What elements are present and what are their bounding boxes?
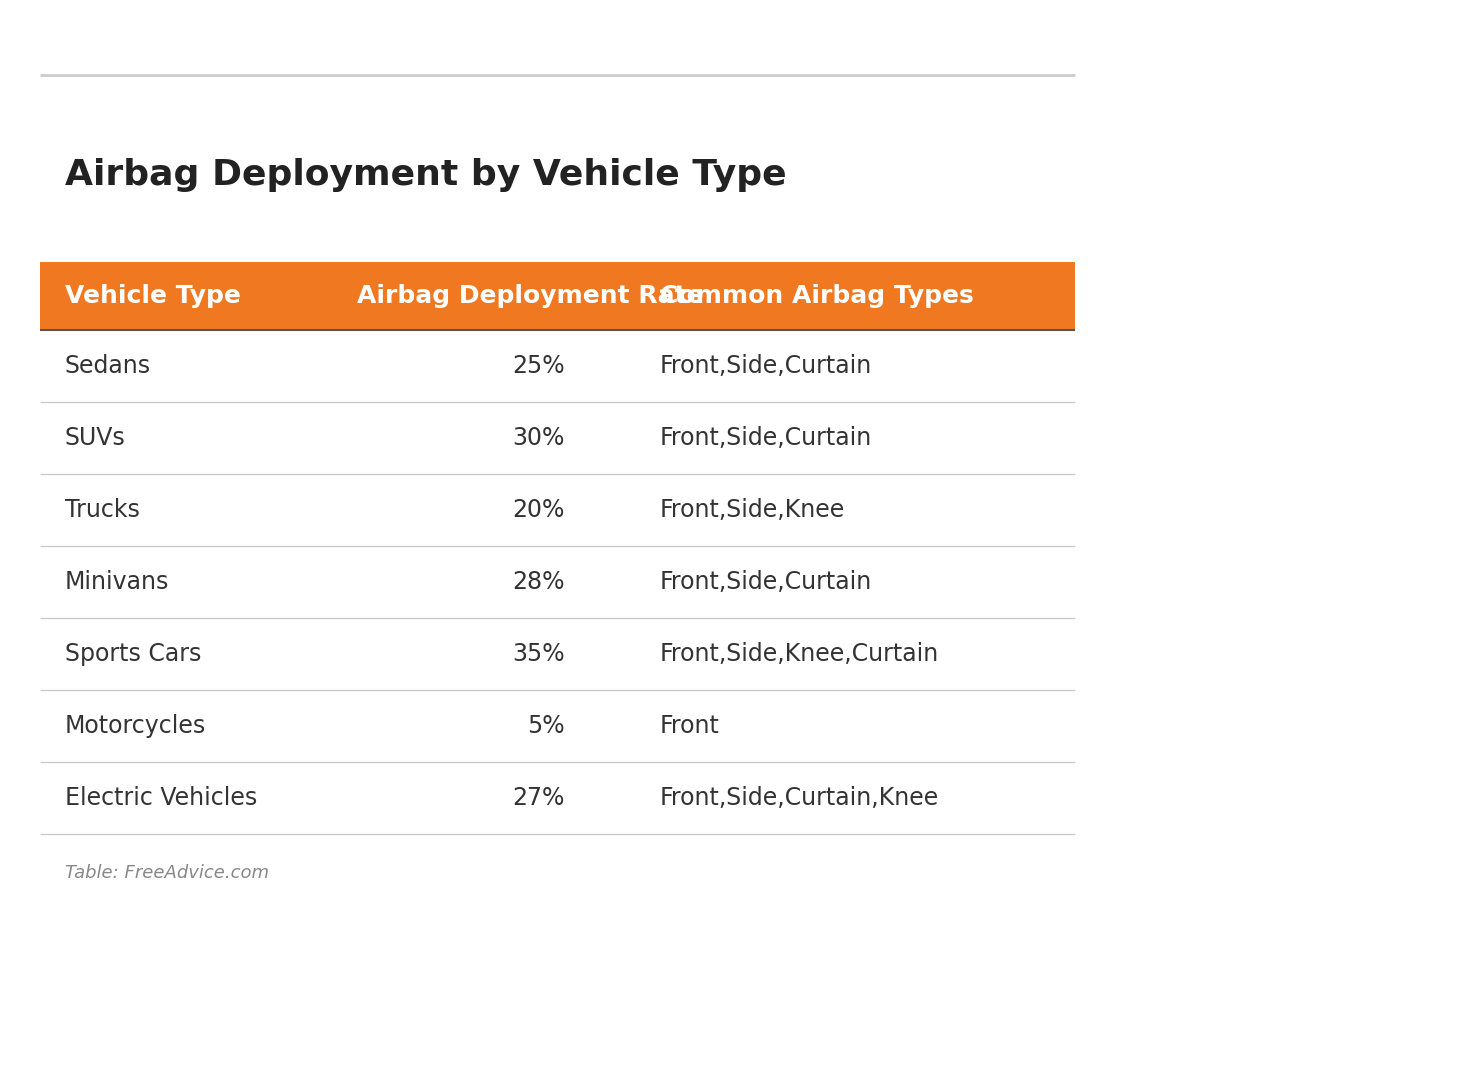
Text: Front,Side,Curtain,Knee: Front,Side,Curtain,Knee xyxy=(660,786,940,810)
Text: SUVs: SUVs xyxy=(65,426,126,450)
Text: Trucks: Trucks xyxy=(65,498,141,522)
Text: 28%: 28% xyxy=(512,570,565,594)
Text: 35%: 35% xyxy=(512,642,565,666)
Text: Table: FreeAdvice.com: Table: FreeAdvice.com xyxy=(65,864,269,882)
Text: Vehicle Type: Vehicle Type xyxy=(65,284,241,308)
Bar xyxy=(40,262,1074,330)
Text: 30%: 30% xyxy=(512,426,565,450)
Text: 25%: 25% xyxy=(512,354,565,378)
Text: Sports Cars: Sports Cars xyxy=(65,642,201,666)
Text: Front,Side,Curtain: Front,Side,Curtain xyxy=(660,570,872,594)
Text: Minivans: Minivans xyxy=(65,570,169,594)
Text: Front,Side,Knee: Front,Side,Knee xyxy=(660,498,845,522)
Text: Motorcycles: Motorcycles xyxy=(65,714,206,738)
Text: 5%: 5% xyxy=(527,714,565,738)
Text: Sedans: Sedans xyxy=(65,354,151,378)
Text: Front: Front xyxy=(660,714,719,738)
Text: Front,Side,Curtain: Front,Side,Curtain xyxy=(660,354,872,378)
Text: Airbag Deployment by Vehicle Type: Airbag Deployment by Vehicle Type xyxy=(65,158,787,192)
Text: Electric Vehicles: Electric Vehicles xyxy=(65,786,258,810)
Text: Front,Side,Knee,Curtain: Front,Side,Knee,Curtain xyxy=(660,642,940,666)
Text: 20%: 20% xyxy=(512,498,565,522)
Text: Airbag Deployment Rate: Airbag Deployment Rate xyxy=(357,284,703,308)
Text: 27%: 27% xyxy=(512,786,565,810)
Text: Front,Side,Curtain: Front,Side,Curtain xyxy=(660,426,872,450)
Text: Common Airbag Types: Common Airbag Types xyxy=(660,284,974,308)
